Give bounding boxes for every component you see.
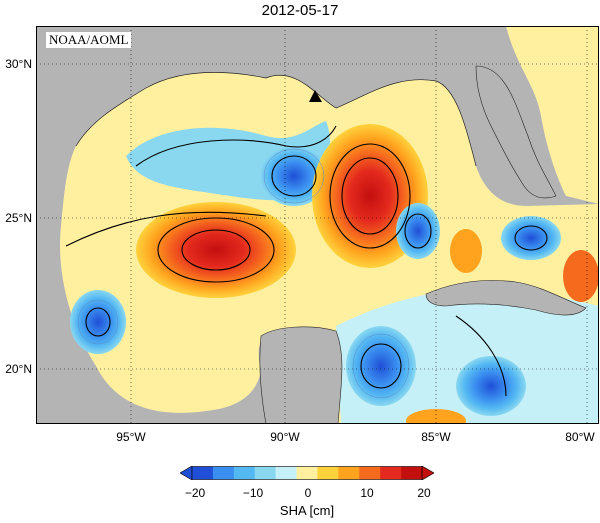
colorbar-swatch <box>317 466 339 480</box>
cool-eddy-east <box>396 203 440 259</box>
cool-eddy-caribbean-1 <box>346 326 416 406</box>
station-marker-icon <box>309 90 322 102</box>
sha-map <box>36 26 599 424</box>
colorbar-swatch <box>192 466 214 480</box>
warm-patch-south <box>406 409 466 424</box>
lon-label-90w: 90°W <box>270 430 300 444</box>
colorbar-swatch <box>233 466 256 480</box>
cool-eddy-center <box>260 146 328 206</box>
colorbar-tick-neg10: −10 <box>242 486 264 500</box>
cool-eddy-west <box>70 290 126 354</box>
lon-label-95w: 95°W <box>116 430 146 444</box>
lat-label-20n: 20°N <box>5 362 32 376</box>
colorbar-svg <box>179 465 435 481</box>
colorbar-border <box>191 466 423 480</box>
lat-label-30n: 30°N <box>5 57 32 71</box>
thin-contours <box>77 148 410 399</box>
colorbar-tick-20: 20 <box>417 486 431 500</box>
colorbar-swatches <box>192 466 423 480</box>
credit-label: NOAA/AOML <box>46 32 132 48</box>
colorbar-swatch <box>254 466 276 480</box>
colorbar-high-arrow <box>421 465 435 481</box>
colorbar-tick-10: 10 <box>360 486 374 500</box>
lon-label-80w: 80°W <box>565 430 595 444</box>
warm-eddy-west <box>136 202 296 298</box>
lat-label-25n: 25°N <box>5 211 32 225</box>
map-title: 2012-05-17 <box>261 2 339 19</box>
colorbar-tick-neg20: −20 <box>184 486 206 500</box>
cool-eddy-caribbean-2 <box>456 356 526 416</box>
atlantic-water <box>506 26 599 204</box>
lon-label-85w: 85°W <box>421 430 451 444</box>
colorbar-swatch <box>380 466 402 480</box>
yucatan-land <box>259 326 343 424</box>
colorbar-swatch <box>275 466 297 480</box>
map-svg <box>36 26 599 424</box>
colorbar-tick-0: 0 <box>304 486 312 500</box>
map-border <box>36 26 599 424</box>
north-coast <box>75 72 477 167</box>
florida-land <box>475 65 557 199</box>
cuba-land <box>425 280 587 316</box>
colorbar-swatch <box>359 466 381 480</box>
cool-eddy-caribbean-3 <box>501 216 561 260</box>
colorbar-low-arrow <box>179 465 193 481</box>
colorbar-swatch <box>401 466 423 480</box>
colorbar-swatch <box>296 466 318 480</box>
colorbar-swatch <box>212 466 235 480</box>
colorbar-title: SHA [cm] <box>279 503 335 518</box>
colorbar-swatch <box>338 466 360 480</box>
warm-patch-east <box>563 250 599 302</box>
warm-patch-caribbean <box>450 229 482 273</box>
colorbar <box>179 465 435 481</box>
